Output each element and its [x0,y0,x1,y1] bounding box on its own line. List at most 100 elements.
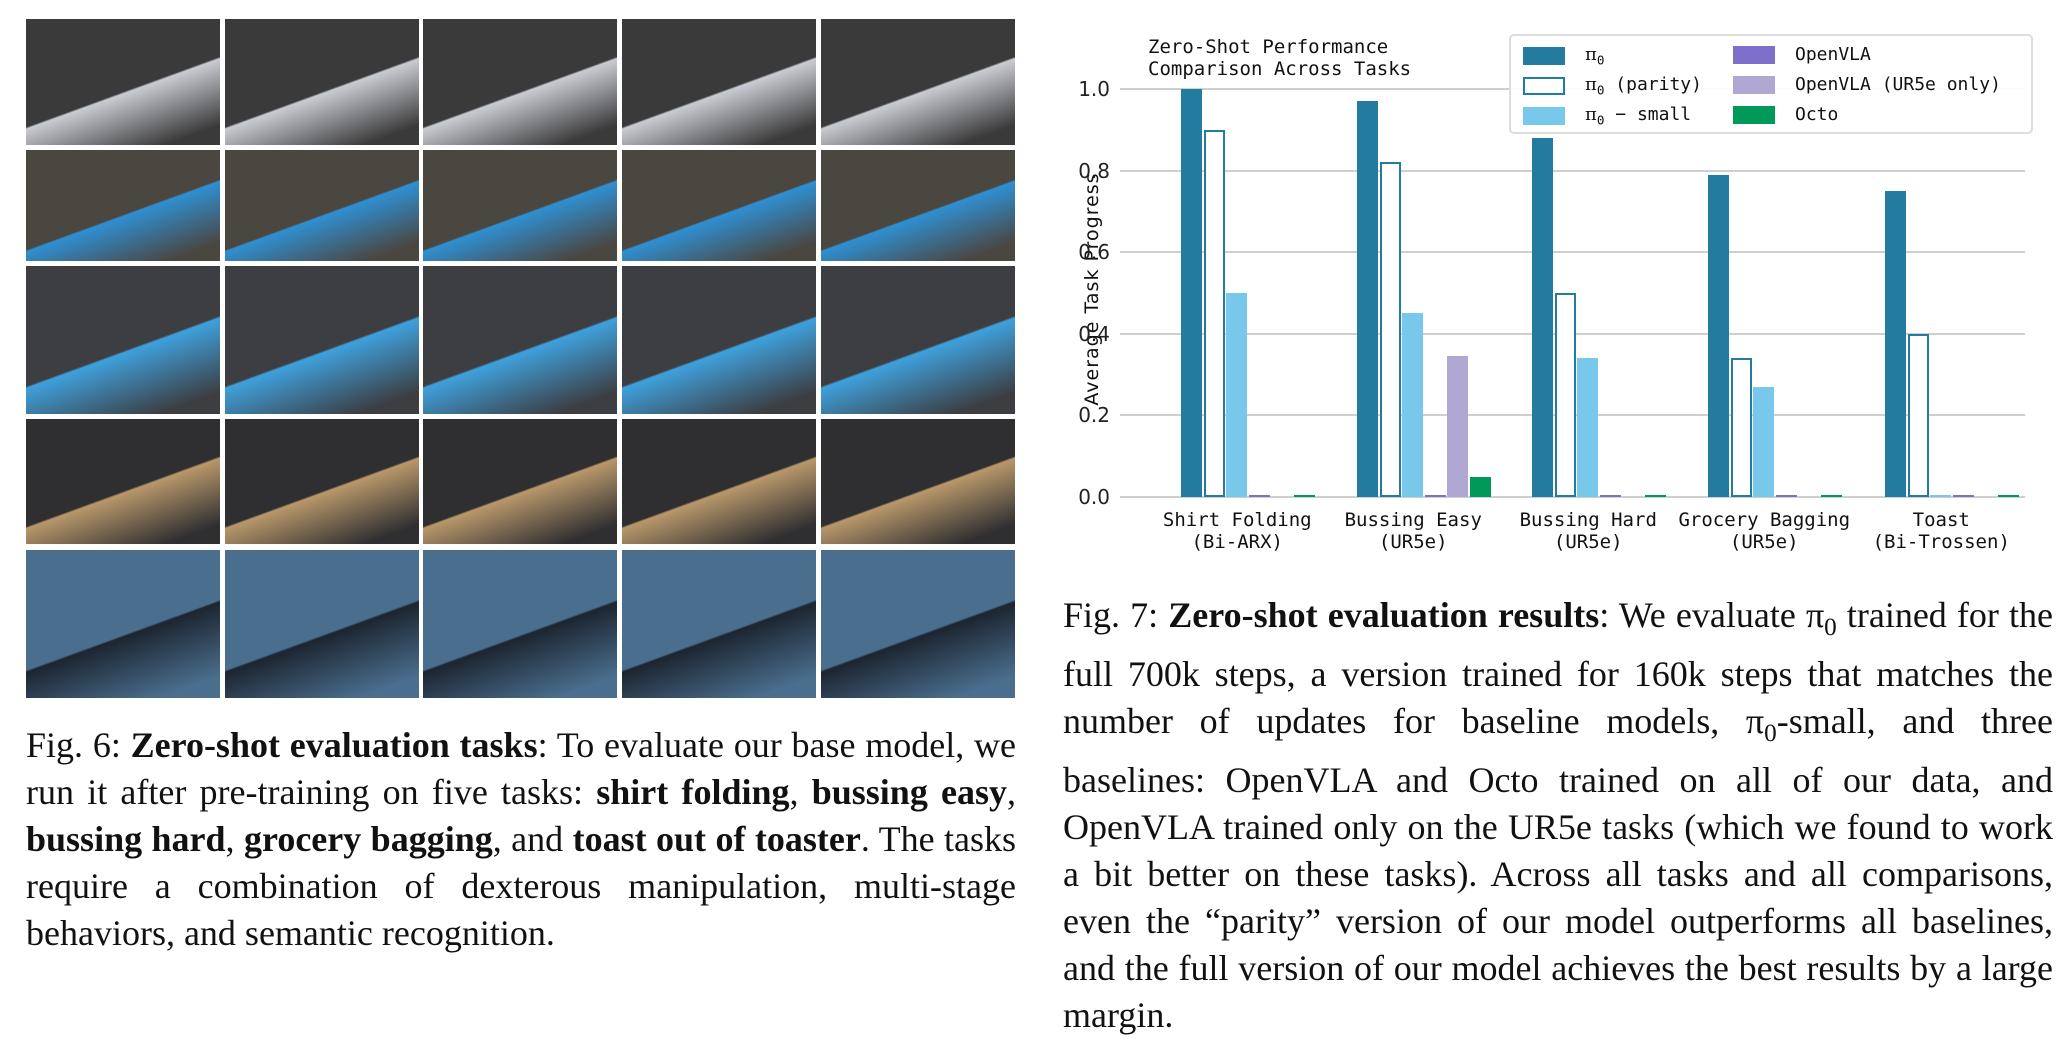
bar-octo [1644,495,1666,497]
bar-octo [1997,495,2019,497]
bar--0 [1357,101,1378,497]
task-frame-bussing-easy-4 [622,150,816,261]
bar-openvla-ur5e-only- [1447,356,1468,497]
legend-item: OpenVLA (UR5e only) [1733,74,2001,95]
bar-openvla [1775,495,1797,497]
figure-6-caption: Fig. 6: Zero-shot evaluation tasks: To e… [26,722,1016,957]
gridline [1120,251,2025,254]
bar--0-parity- [1554,293,1576,497]
caption-prefix: Fig. 6: [26,725,131,765]
y-tick-label: 0.4 [1078,321,1110,346]
task-frame-grocery-bagging-4 [622,419,816,544]
bar-openvla [1424,495,1446,497]
task-frame-toast-out-of-toaster-1 [26,550,220,698]
x-tick-label: Bussing Hard (UR5e) [1519,509,1657,553]
caption-text: , and [492,819,573,859]
caption-text: -small, and three baselines: OpenVLA and… [1063,701,2053,1036]
task-name: shirt folding [596,772,790,812]
task-frame-grocery-bagging-2 [225,419,419,544]
legend-swatch [1733,75,1775,94]
task-frame-shirt-folding-1 [26,19,220,145]
task-frame-toast-out-of-toaster-5 [821,550,1015,698]
legend-swatch [1733,45,1775,64]
caption-text: : We evaluate π [1599,595,1825,635]
x-tick-label: Grocery Bagging (UR5e) [1678,509,1851,553]
legend-swatch [1523,76,1565,95]
task-name: toast out of toaster [572,819,861,859]
x-tick-label: Shirt Folding (Bi-ARX) [1162,509,1312,553]
chart-title-line2: Comparison Across Tasks [1148,58,1412,80]
task-name: bussing hard [26,819,226,859]
x-tick-label: Bussing Easy (UR5e) [1344,509,1482,553]
legend-label: π0 − small [1585,104,1692,128]
legend-label: OpenVLA [1795,44,1871,65]
bar--0-parity- [1379,162,1401,497]
bar--0 [1708,174,1729,497]
bar--0-parity- [1203,129,1225,497]
task-frame-grocery-bagging-1 [26,419,220,544]
legend-item: OpenVLA [1733,44,1871,65]
task-frame-bussing-easy-3 [423,150,617,261]
caption-prefix: Fig. 7: [1063,595,1169,635]
caption-text: , [225,819,244,859]
y-tick-label: 0.6 [1078,240,1110,265]
task-frame-bussing-easy-1 [26,150,220,261]
legend-label: Octo [1795,104,1839,125]
bar--0-small [1226,293,1247,497]
bar--0 [1181,89,1202,497]
bar-octo [1820,495,1842,497]
y-axis-label: Average Task Progress [1081,172,1103,406]
legend-label: π0 [1585,44,1605,68]
legend-label: π0 (parity) [1585,74,1702,98]
task-frame-grocery-bagging-3 [423,419,617,544]
task-frame-bussing-hard-2 [225,266,419,414]
bar--0-small [1402,313,1423,497]
y-tick-label: 0.0 [1078,485,1110,509]
legend-label: OpenVLA (UR5e only) [1795,74,2001,95]
legend-swatch [1523,106,1565,125]
bar-openvla [1599,495,1621,497]
legend-swatch [1523,46,1565,65]
task-frame-bussing-easy-5 [821,150,1015,261]
bar--0-small [1753,386,1774,497]
task-frame-toast-out-of-toaster-2 [225,550,419,698]
caption-text: trained for the full 700k steps, a versi… [1063,595,2053,742]
caption-title: Zero-shot evaluation results [1168,595,1600,635]
task-frame-shirt-folding-3 [423,19,617,145]
subscript: 0 [1764,720,1777,748]
chart-title-line1: Zero-Shot Performance [1148,36,1389,58]
figure-7-caption: Fig. 7: Zero-shot evaluation results: We… [1063,592,2053,1039]
legend-item: π0 − small [1523,104,1691,128]
bar--0-small [1577,358,1598,497]
bar-openvla [1248,495,1270,497]
bar--0-small [1930,495,1951,497]
task-frame-shirt-folding-2 [225,19,419,145]
legend-item: π0 [1523,44,1604,68]
gridline [1120,169,2025,172]
x-tick-label: Toast (Bi-Trossen) [1872,509,2010,553]
bar-octo [1293,495,1315,497]
gridline [1120,496,2025,498]
caption-text: : To evaluate our base model, we run it … [26,725,1017,812]
task-frame-bussing-hard-4 [622,266,816,414]
task-frame-shirt-folding-4 [622,19,816,145]
bar--0 [1532,137,1553,497]
caption-title: Zero-shot evaluation tasks [130,725,538,765]
caption-text: , [1007,772,1017,812]
y-tick-label: 0.2 [1078,403,1110,428]
bar--0-parity- [1730,358,1752,497]
legend-item: Octo [1733,104,1838,125]
bar--0-parity- [1907,333,1929,497]
bar-octo [1469,476,1491,497]
caption-text: , [789,772,812,812]
caption-text: . The tasks require a combination of dex… [26,819,1017,953]
task-name: grocery bagging [243,819,493,859]
y-tick-label: 0.8 [1078,158,1110,183]
zero-shot-bar-chart: Zero-Shot Performance Comparison Across … [1060,20,2060,560]
chart-title: Zero-Shot Performance Comparison Across … [1148,36,1411,80]
task-frame-toast-out-of-toaster-3 [423,550,617,698]
legend-swatch [1733,105,1775,124]
task-name: bussing easy [811,772,1008,812]
legend-item: π0 (parity) [1523,74,1702,98]
task-frame-bussing-hard-1 [26,266,220,414]
